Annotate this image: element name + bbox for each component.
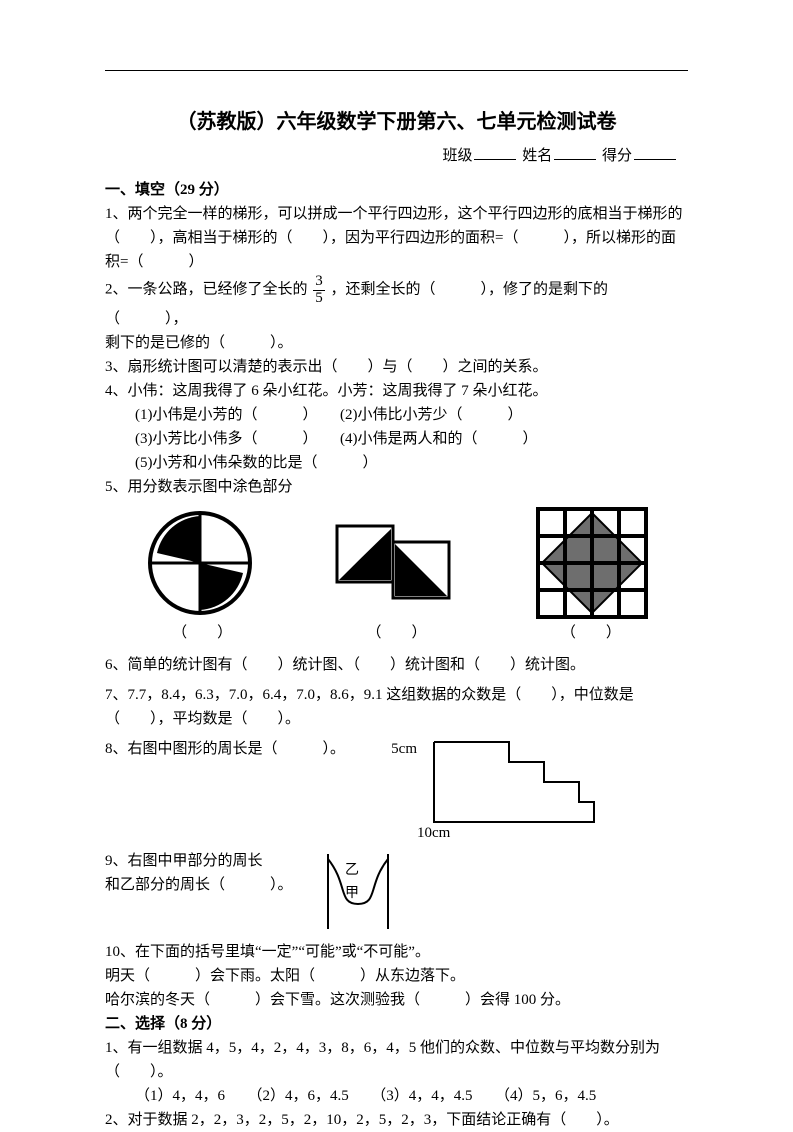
class-label: 班级 — [442, 148, 472, 164]
q8-5cm: 5cm — [367, 737, 417, 761]
name-label: 姓名 — [522, 148, 552, 164]
q2-line1: 2、一条公路，已经修了全长的 3 5 ，还剩全长的（ ），修了的是剩下的（ ）， — [105, 274, 688, 331]
q10a: 10、在下面的括号里填“一定”“可能”或“不可能”。 — [105, 940, 688, 964]
section-1-title: 一、填空（29 分） — [105, 178, 688, 202]
q4c: (3)小芳比小伟多（ ） (4)小伟是两人和的（ ） — [105, 427, 688, 451]
curve-box-icon: 乙 甲 — [313, 849, 403, 934]
q5-blank-2[interactable]: （ ） — [366, 621, 426, 645]
staircase-icon — [429, 737, 599, 827]
q10c: 哈尔滨的冬天（ ）会下雪。这次测验我（ ）会得 100 分。 — [105, 988, 688, 1012]
s2-q2: 2、对于数据 2，2，3，2，5，2，10，2，5，2，3，下面结论正确有（ ）… — [105, 1108, 688, 1132]
q5-figures — [105, 507, 688, 619]
q8-row: 8、右图中图形的周长是（ ）。 5cm — [105, 737, 688, 827]
figure-squares-icon — [335, 524, 455, 602]
figure-circle-icon — [145, 508, 255, 618]
q5-blank-3[interactable]: （ ） — [561, 621, 621, 645]
score-label: 得分 — [602, 148, 632, 164]
frac-num: 3 — [313, 274, 325, 291]
s2-q1a: 1、有一组数据 4，5，4，2，4，3，8，6，4，5 他们的众数、中位数与平均… — [105, 1036, 688, 1084]
q2a: 2、一条公路，已经修了全长的 — [105, 282, 308, 298]
fraction-3-5: 3 5 — [313, 274, 325, 307]
q2-line2: 剩下的是已修的（ ）。 — [105, 331, 688, 355]
label-yi: 乙 — [345, 862, 359, 878]
section-2-title: 二、选择（8 分） — [105, 1012, 688, 1036]
q5: 5、用分数表示图中涂色部分 — [105, 475, 688, 499]
q8-10cm: 10cm — [105, 821, 688, 845]
q9b: 和乙部分的周长（ ）。 — [105, 873, 295, 897]
page: （苏教版）六年级数学下册第六、七单元检测试卷 班级 姓名 得分 一、填空（29 … — [0, 0, 793, 1122]
q9a: 9、右图中甲部分的周长 — [105, 849, 295, 873]
q9-row: 9、右图中甲部分的周长 和乙部分的周长（ ）。 乙 甲 — [105, 849, 688, 934]
q6: 6、简单的统计图有（ ）统计图、（ ）统计图和（ ）统计图。 — [105, 653, 688, 677]
q7: 7、7.7，8.4，6.3，7.0，6.4，7.0，8.6，9.1 这组数据的众… — [105, 683, 688, 731]
frac-den: 5 — [313, 291, 325, 307]
score-blank[interactable] — [634, 144, 676, 160]
q8-text: 8、右图中图形的周长是（ ）。 — [105, 737, 355, 761]
student-info-line: 班级 姓名 得分 — [105, 144, 688, 168]
figure-grid-diamond-icon — [536, 507, 648, 619]
q1: 1、两个完全一样的梯形，可以拼成一个平行四边形，这个平行四边形的底相当于梯形的（… — [105, 202, 688, 274]
q4a: 4、小伟：这周我得了 6 朵小红花。小芳：这周我得了 7 朵小红花。 — [105, 379, 688, 403]
q5-blank-1[interactable]: （ ） — [172, 621, 232, 645]
q5-blanks: （ ） （ ） （ ） — [105, 621, 688, 645]
q3: 3、扇形统计图可以清楚的表示出（ ）与（ ）之间的关系。 — [105, 355, 688, 379]
label-jia: 甲 — [345, 886, 359, 901]
page-title: （苏教版）六年级数学下册第六、七单元检测试卷 — [105, 106, 688, 138]
top-rule — [105, 70, 688, 71]
q4b: (1)小伟是小芳的（ ） (2)小伟比小芳少（ ） — [105, 403, 688, 427]
q10b: 明天（ ）会下雨。太阳（ ）从东边落下。 — [105, 964, 688, 988]
name-blank[interactable] — [554, 144, 596, 160]
q4d: (5)小芳和小伟朵数的比是（ ） — [105, 451, 688, 475]
s2-q1b: （1）4，4，6 （2）4，6，4.5 （3）4，4，4.5 （4）5，6，4.… — [105, 1084, 688, 1108]
class-blank[interactable] — [474, 144, 516, 160]
